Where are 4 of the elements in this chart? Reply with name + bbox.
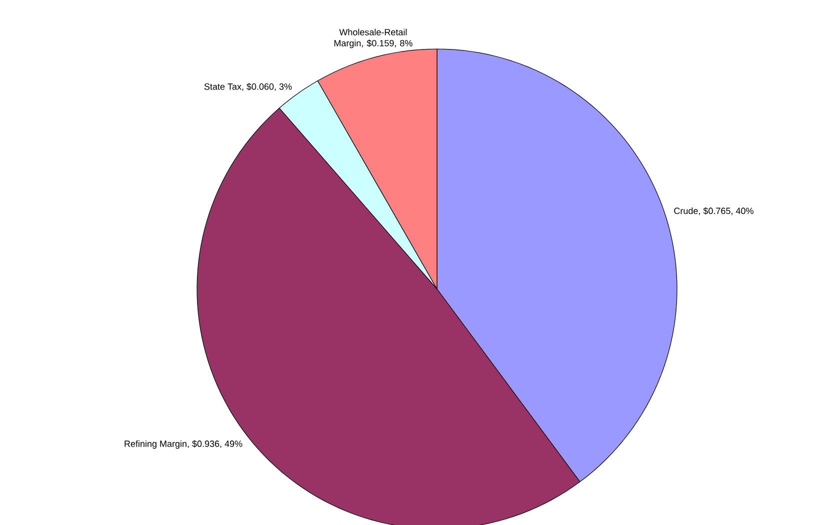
slice-label: Wholesale-Retail Margin, $0.159, 8% — [334, 28, 412, 48]
slice-label: State Tax, $0.060, 3% — [204, 83, 292, 91]
slice-label: Crude, $0.765, 40% — [674, 207, 754, 216]
slice-label: Refining Margin, $0.936, 49% — [124, 440, 242, 449]
